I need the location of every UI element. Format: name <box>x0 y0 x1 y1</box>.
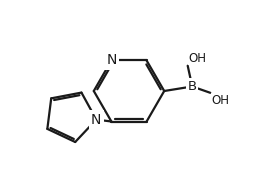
Text: OH: OH <box>189 52 207 65</box>
Text: N: N <box>91 113 101 127</box>
Text: OH: OH <box>211 94 229 107</box>
Text: N: N <box>106 54 117 68</box>
Text: B: B <box>188 80 197 93</box>
